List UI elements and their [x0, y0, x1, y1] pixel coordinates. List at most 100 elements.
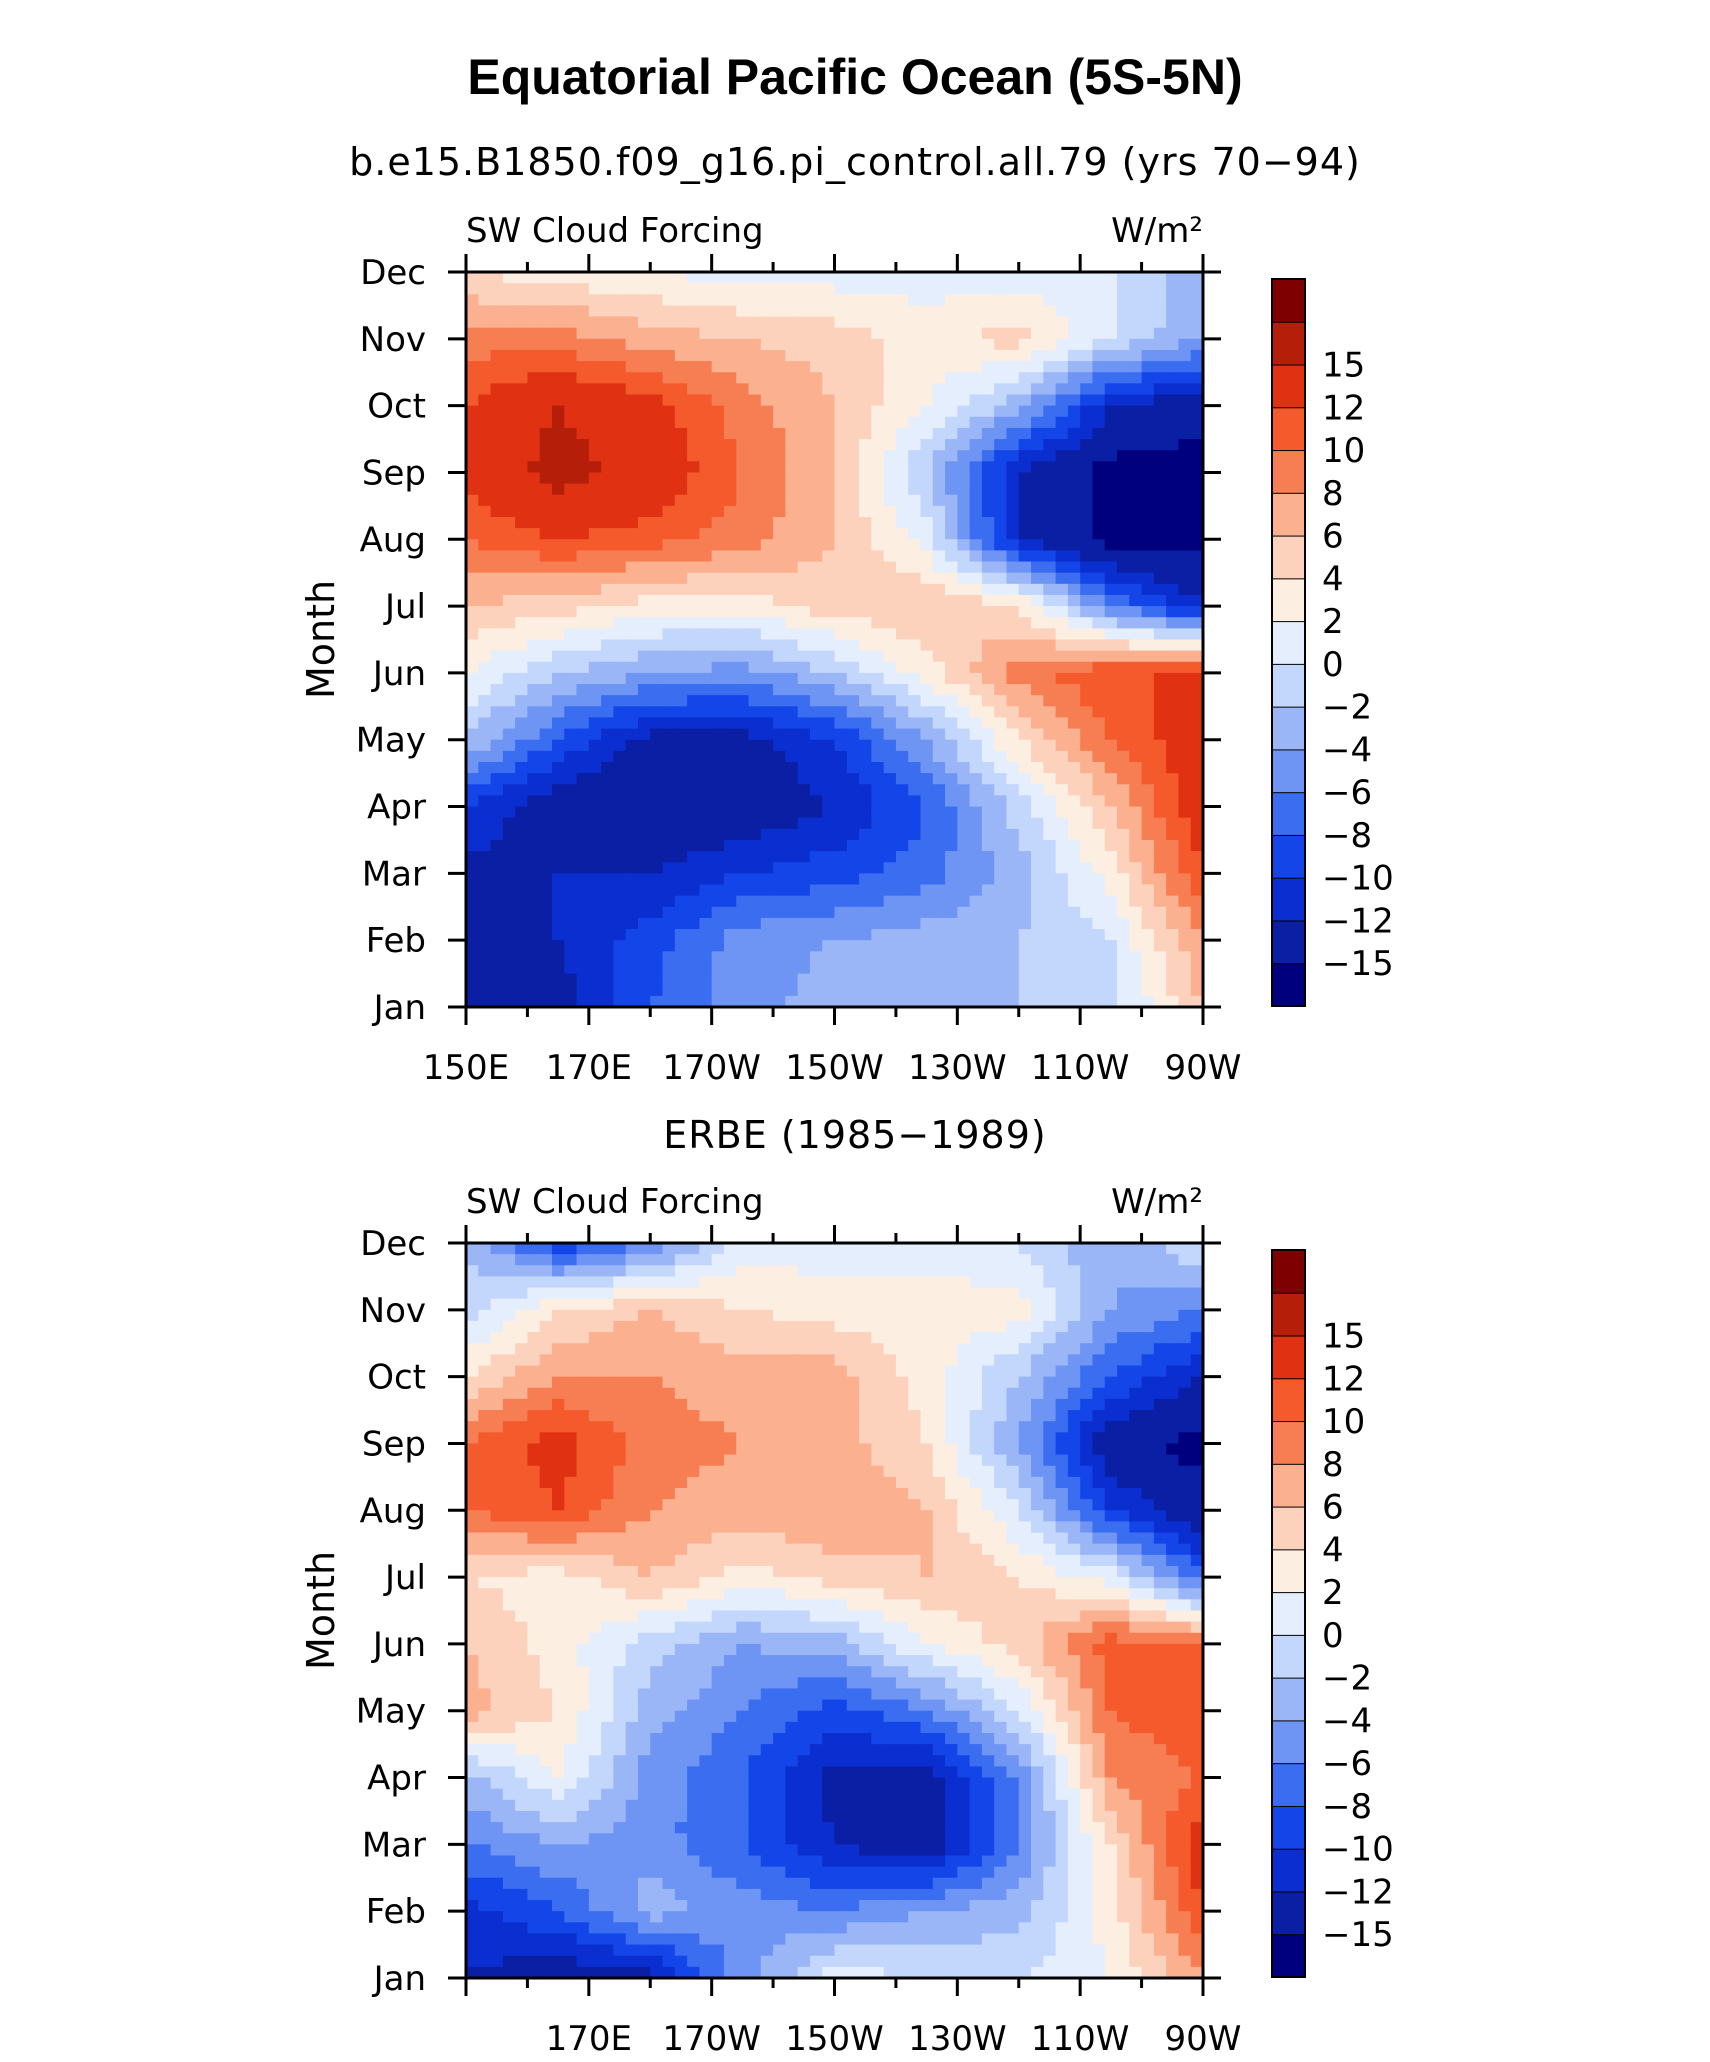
panel-1-cell — [588, 773, 602, 785]
panel-1-cell — [1043, 550, 1057, 563]
panel-1-cell — [662, 594, 676, 607]
panel-2-cell — [515, 1354, 529, 1367]
panel-1-cell — [920, 728, 934, 741]
panel-1-cell — [773, 817, 786, 830]
panel-1-cell — [1129, 617, 1143, 629]
panel-1-cell — [834, 906, 848, 919]
panel-1-cell — [981, 661, 995, 674]
panel-2-cell — [981, 1287, 995, 1300]
panel-2-cell — [871, 1332, 885, 1344]
panel-1-cell — [736, 895, 750, 908]
panel-1-cell — [748, 450, 762, 462]
panel-1-cell — [564, 628, 578, 641]
panel-2-cell — [760, 1387, 774, 1400]
panel-1-cell — [564, 539, 578, 552]
panel-1-cell — [564, 862, 578, 874]
panel-1-cell — [1190, 594, 1204, 607]
panel-1-cell — [564, 795, 578, 808]
panel-1-cell — [773, 494, 786, 507]
panel-1-cell — [883, 951, 897, 964]
panel-1-cell — [637, 361, 651, 373]
panel-1-cell — [539, 728, 553, 741]
panel-2-cell — [1178, 1309, 1192, 1322]
panel-1-cell — [1129, 628, 1143, 641]
panel-1-cell — [822, 940, 836, 952]
panel-1-cell — [883, 416, 897, 429]
panel-1-cell — [1178, 461, 1192, 474]
panel-1-cell — [1117, 461, 1130, 474]
panel-1-cell — [515, 706, 529, 719]
panel-2-cell — [957, 1332, 971, 1344]
panel-1-cell — [539, 427, 553, 440]
panel-2-cell — [1178, 1287, 1192, 1300]
panel-1-cell — [1006, 272, 1020, 284]
panel-1-cell — [551, 639, 565, 652]
panel-1-cell — [1006, 728, 1020, 741]
panel-1-cell — [1018, 717, 1032, 730]
panel-1-cell — [809, 661, 823, 674]
panel-1-cell — [1043, 472, 1057, 485]
panel-1-cell — [1153, 906, 1167, 919]
panel-2-cell — [945, 1332, 958, 1344]
panel-1-cell — [1178, 617, 1192, 629]
panel-1-cell — [1190, 316, 1204, 329]
panel-1-cell — [674, 650, 688, 663]
panel-1-cell — [797, 917, 811, 930]
panel-1-cell — [1080, 728, 1094, 741]
panel-1-cell — [1178, 851, 1192, 863]
panel-2-cell — [711, 1376, 725, 1389]
panel-1-cell — [981, 650, 995, 663]
panel-1-cell — [1141, 272, 1155, 284]
panel-1-cell — [809, 327, 823, 340]
panel-1-cell — [932, 828, 946, 841]
panel-1-cell — [932, 561, 946, 574]
panel-1-cell — [994, 316, 1008, 329]
panel-1-cell — [1055, 338, 1069, 351]
panel-1-cell — [662, 383, 676, 396]
panel-2-cell — [551, 1265, 565, 1278]
panel-2-cell — [834, 1354, 848, 1367]
panel-2-cell — [576, 1343, 590, 1355]
panel-1-cell — [895, 895, 909, 908]
panel-1-cell — [564, 817, 578, 830]
panel-1-cell — [576, 327, 590, 340]
panel-1-cell — [650, 427, 664, 440]
panel-2-cell — [785, 1276, 799, 1289]
panel-1-cell — [846, 294, 860, 307]
panel-2-cell — [797, 1254, 811, 1266]
panel-1-cell — [773, 349, 786, 362]
panel-1-cell — [466, 349, 479, 362]
panel-1-cell — [981, 394, 995, 407]
panel-1-cell — [760, 572, 774, 585]
panel-1-cell — [466, 806, 479, 819]
panel-1-cell — [551, 416, 565, 429]
panel-1-cell — [920, 372, 934, 384]
panel-1-cell — [1055, 294, 1069, 307]
panel-1-cell — [797, 639, 811, 652]
panel-1-cell — [748, 940, 762, 952]
panel-2-cell — [969, 1287, 983, 1300]
panel-1-cell — [797, 672, 811, 685]
panel-1-cell — [932, 272, 946, 284]
panel-1-cell — [711, 661, 725, 674]
panel-1-cell — [564, 338, 578, 351]
panel-1-cell — [1031, 728, 1044, 741]
panel-1-cell — [601, 728, 614, 741]
panel-1-cell — [662, 762, 676, 774]
panel-2-cell — [539, 1309, 553, 1322]
panel-1-cell — [687, 494, 700, 507]
panel-1-cell — [687, 272, 700, 284]
panel-1-cell — [1104, 550, 1118, 563]
panel-1-cell — [969, 561, 983, 574]
panel-2-cell — [1104, 1354, 1118, 1367]
panel-1-cell — [785, 327, 799, 340]
panel-2-cell — [490, 1365, 504, 1378]
panel-1-cell — [551, 472, 565, 485]
panel-1-cell — [797, 372, 811, 384]
panel-1-cell — [957, 951, 971, 964]
panel-1-cell — [478, 461, 492, 474]
panel-1-cell — [1006, 361, 1020, 373]
panel-1-cell — [895, 416, 909, 429]
panel-1-cell — [846, 494, 860, 507]
panel-1-cell — [895, 639, 909, 652]
